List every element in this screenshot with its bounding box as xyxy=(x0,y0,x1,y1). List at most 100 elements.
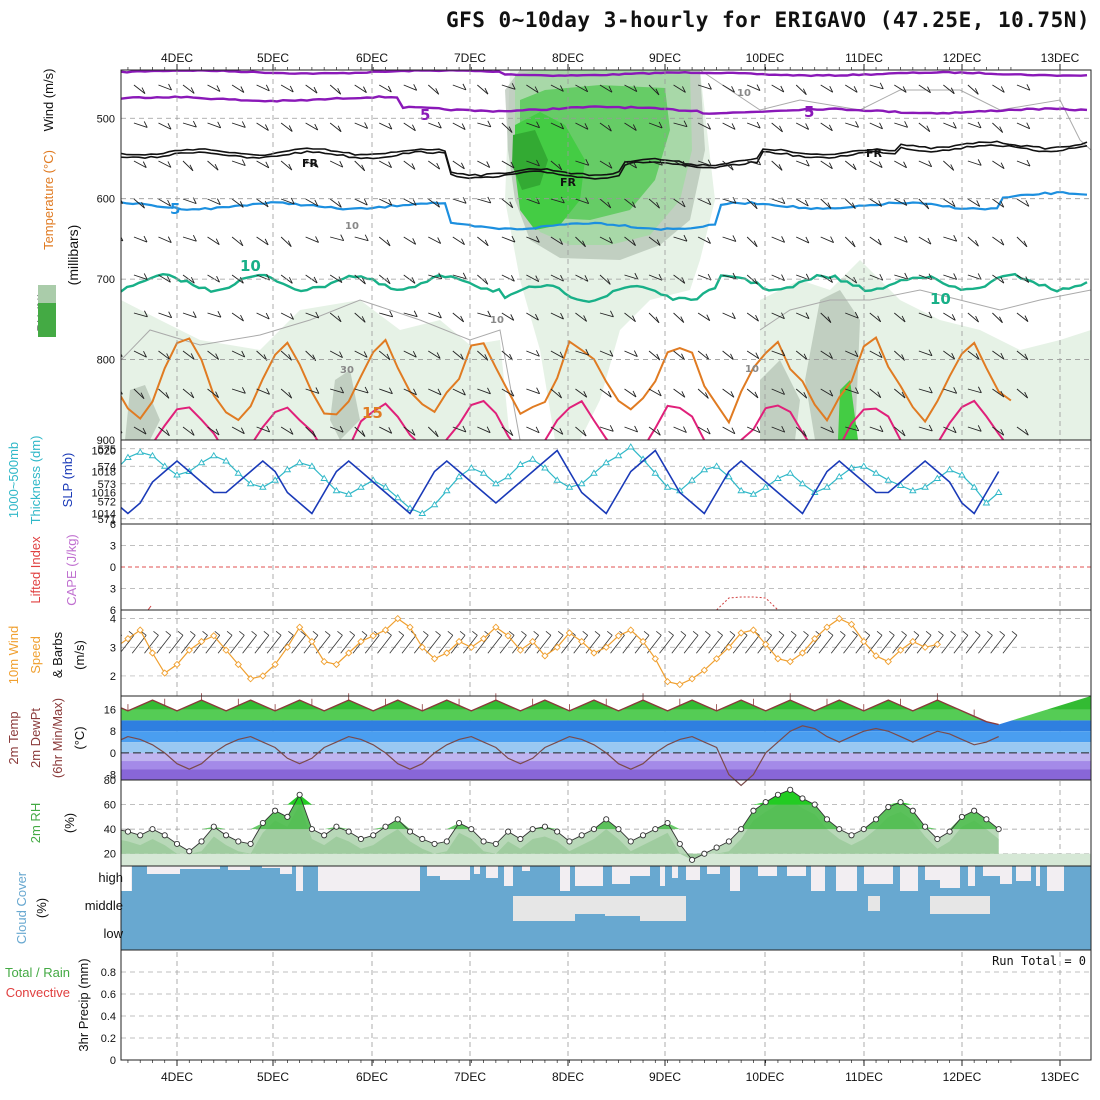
wind10m-barb-tick xyxy=(324,630,331,636)
rh2m-line-marker xyxy=(909,807,916,814)
rh2m-line-marker xyxy=(934,835,941,843)
label-speed: Speed xyxy=(28,636,43,674)
wind10m-barb-tick xyxy=(925,630,932,636)
upper-wind-barb xyxy=(550,122,564,130)
wind10m-barb xyxy=(364,635,380,654)
upper-wind-barb xyxy=(599,122,612,132)
thickness-line-marker xyxy=(823,483,831,490)
wind10m-barb xyxy=(168,635,184,654)
upper-wind-barb xyxy=(452,160,465,170)
upper-wind-barb xyxy=(256,198,269,208)
date-label-bottom: 11DEC xyxy=(845,1070,883,1084)
upper-wind-barb-tick xyxy=(633,85,638,92)
upper-wind-barb xyxy=(427,426,439,438)
wind10m-barb-tick xyxy=(766,630,772,636)
upper-wind-barb-tick xyxy=(118,125,121,131)
wind10m-line-marker xyxy=(516,646,525,654)
label-cloud: Cloud Cover xyxy=(14,871,29,944)
cloud-high-gap xyxy=(864,866,893,884)
upper-wind-barb xyxy=(820,312,832,323)
temp-band-6 xyxy=(121,761,1091,770)
wind10m-line-marker xyxy=(27,630,33,636)
upper-wind-barb xyxy=(60,389,73,395)
upper-wind-barb-tick xyxy=(388,199,393,206)
upper-wind-barb xyxy=(992,426,1005,436)
upper-wind-barb-tick xyxy=(928,160,933,167)
upper-wind-barb xyxy=(820,160,833,170)
wind10m-barb-tick xyxy=(386,630,392,636)
contour-label-fr1: FR xyxy=(302,157,319,170)
wind10m-barb xyxy=(916,635,932,654)
upper-wind-barb-tick xyxy=(854,350,859,357)
wind10m-barb-tick xyxy=(582,630,588,636)
thickness-line-marker xyxy=(590,469,598,476)
slp-tick: 1018 xyxy=(92,467,116,479)
wind10m-barb xyxy=(217,635,233,654)
upper-wind-barb xyxy=(648,160,663,166)
upper-wind-barb xyxy=(207,84,221,92)
upper-wind-barb-tick xyxy=(951,314,956,321)
upper-wind-barb-tick xyxy=(560,122,564,130)
upper-wind-barb xyxy=(673,84,686,93)
upper-wind-barb-tick xyxy=(754,391,759,399)
upper-wind-barb xyxy=(795,122,809,130)
upper-wind-barb-tick xyxy=(315,311,320,319)
upper-wind-barb xyxy=(354,198,368,206)
wind10m-line-marker xyxy=(786,657,794,666)
upper-wind-barb-tick xyxy=(729,163,734,171)
upper-wind-barb-tick xyxy=(70,389,73,395)
upper-wind-barb xyxy=(967,84,979,95)
wind10m-barb xyxy=(573,635,589,654)
upper-wind-barb xyxy=(894,236,908,243)
upper-wind-barb xyxy=(133,84,146,94)
upper-wind-barb-tick xyxy=(192,234,197,242)
wind10m-line-marker xyxy=(173,660,181,669)
upper-wind-barb xyxy=(943,388,957,394)
upper-wind-barb-tick xyxy=(142,427,147,435)
upper-wind-barb-tick xyxy=(778,164,783,171)
upper-wind-barb-tick xyxy=(607,124,612,132)
date-label-bottom: 5DEC xyxy=(257,1070,289,1084)
rh2m-line-marker xyxy=(590,826,598,833)
wind10m-barb-tick xyxy=(680,630,687,636)
upper-wind-barb-tick xyxy=(558,391,562,399)
upper-wind-barb xyxy=(844,198,856,210)
upper-wind-barb-tick xyxy=(953,273,958,280)
upper-wind-barb-tick xyxy=(508,126,513,133)
cloud-high-gap xyxy=(940,866,960,888)
upper-wind-barb-tick xyxy=(436,201,440,208)
upper-wind-barb-tick xyxy=(340,234,345,241)
upper-wind-barb-tick xyxy=(45,389,48,395)
upper-wind-barb-tick xyxy=(901,429,906,437)
upper-wind-barb-tick xyxy=(364,234,369,241)
upper-wind-barb xyxy=(182,350,195,360)
upper-wind-barb-tick xyxy=(364,386,369,394)
upper-wind-barb-tick xyxy=(117,278,120,284)
upper-wind-barb-tick xyxy=(312,430,317,438)
upper-wind-barb xyxy=(378,350,391,361)
rh2m-line-marker xyxy=(210,823,217,830)
wind10m-line-marker xyxy=(246,675,255,683)
upper-wind-barb xyxy=(526,198,540,205)
upper-wind-barb xyxy=(329,160,343,168)
upper-wind-barb-tick xyxy=(290,313,294,320)
wind10m-barb xyxy=(377,635,392,654)
wind10m-barb xyxy=(536,635,552,654)
upper-wind-barb-tick xyxy=(413,388,417,396)
upper-wind-barb-tick xyxy=(437,388,442,396)
temp-band-1 xyxy=(121,709,1091,721)
date-label-bottom: 10DEC xyxy=(746,1070,785,1084)
thickness-line-marker xyxy=(970,483,978,490)
upper-wind-barb-tick xyxy=(215,238,220,245)
rh2m-line-marker xyxy=(799,795,806,802)
li-tick-label: 0 xyxy=(110,562,116,574)
wind10m-line-marker xyxy=(443,649,451,657)
upper-wind-barb-tick xyxy=(192,120,197,128)
date-label-top: 5DEC xyxy=(257,51,289,65)
upper-wind-barb-tick xyxy=(45,428,48,434)
upper-wind-barb xyxy=(869,122,883,130)
thickness-line-marker xyxy=(859,462,868,469)
wind10m-line-marker xyxy=(811,635,819,643)
upper-wind-barb xyxy=(648,426,661,436)
upper-wind-barb-tick xyxy=(657,389,662,397)
